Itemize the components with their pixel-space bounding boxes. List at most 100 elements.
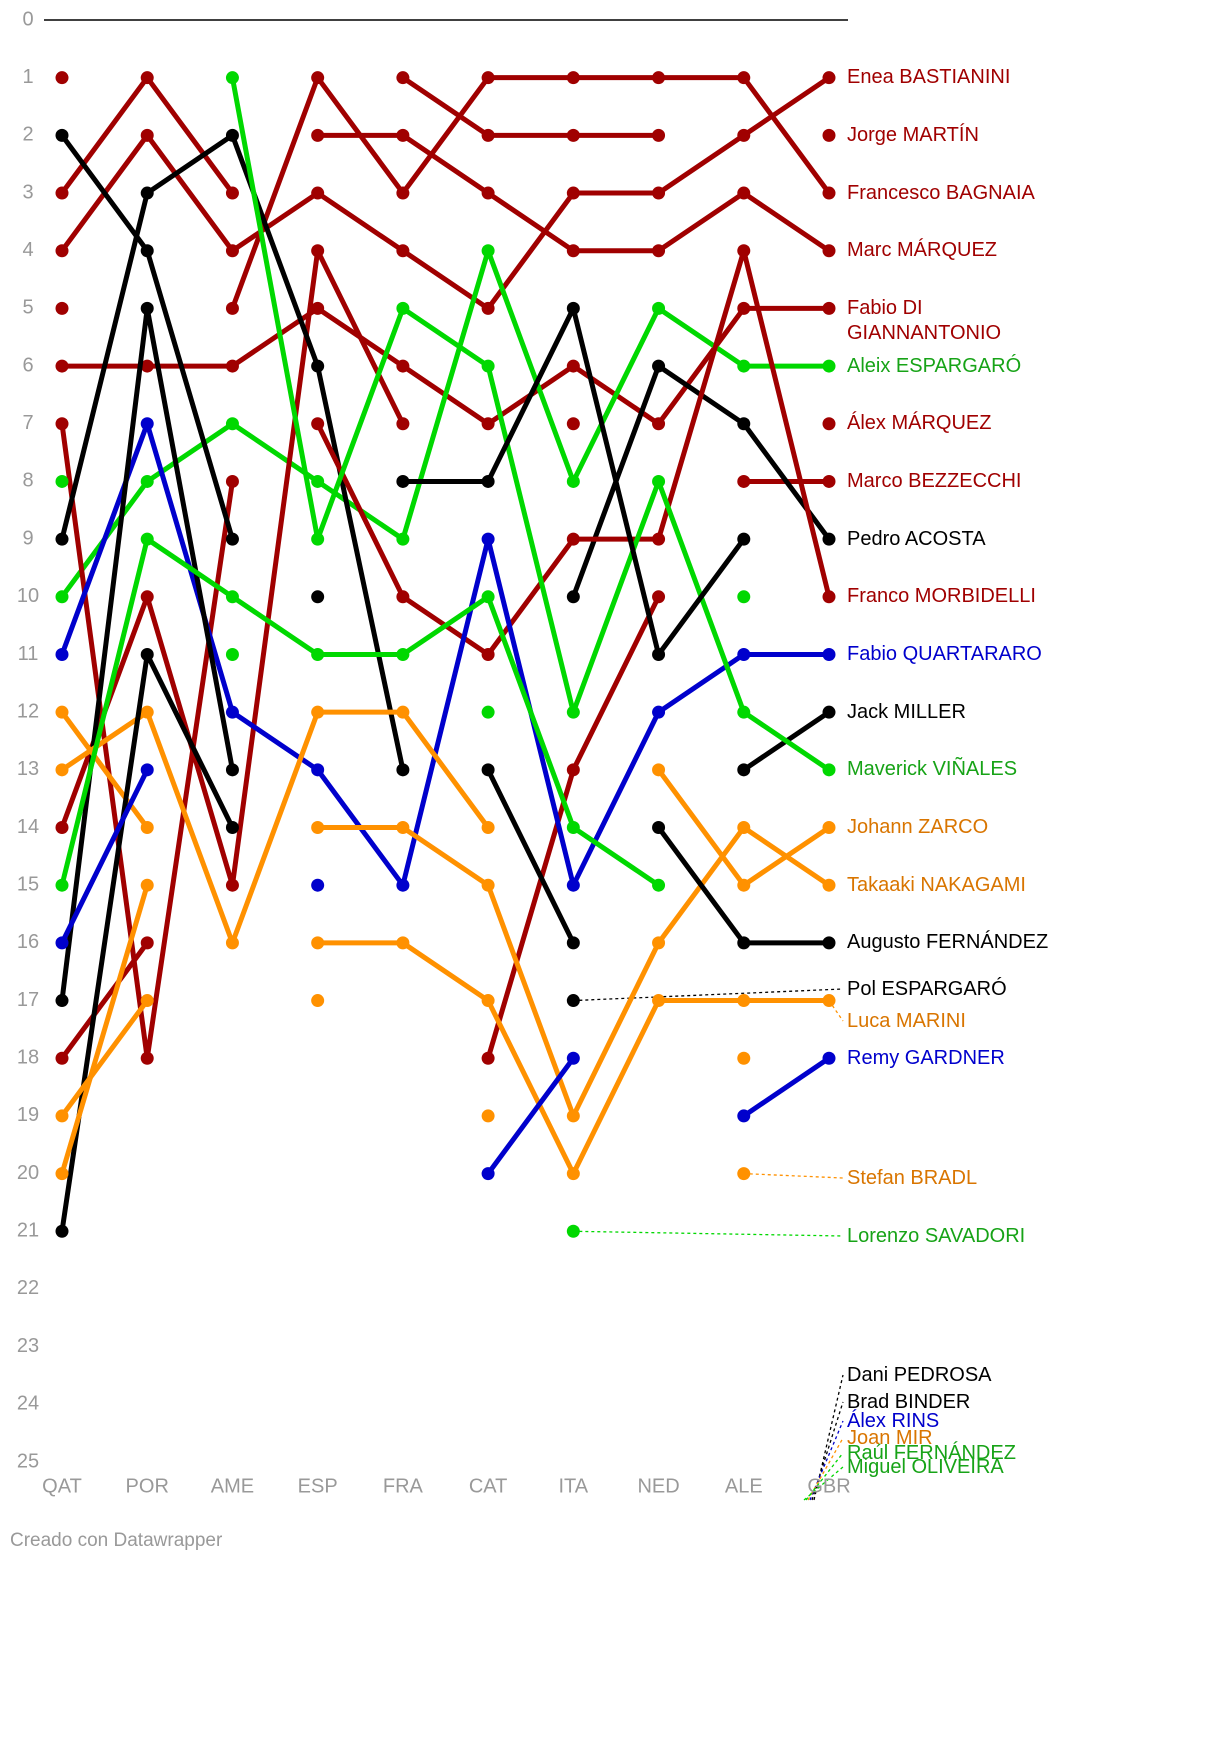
- point: [140, 821, 154, 835]
- point: [140, 128, 154, 142]
- point: [481, 474, 495, 488]
- point: [140, 705, 154, 719]
- point: [652, 936, 666, 950]
- point: [481, 301, 495, 315]
- point: [396, 71, 410, 85]
- point: [566, 763, 580, 777]
- point: [822, 71, 836, 85]
- y-tick-label: 22: [17, 1277, 39, 1299]
- point: [822, 128, 836, 142]
- point: [737, 936, 751, 950]
- point: [225, 186, 239, 200]
- point: [481, 244, 495, 258]
- point: [566, 71, 580, 85]
- point: [566, 128, 580, 142]
- point: [481, 128, 495, 142]
- series-line: [59, 305, 831, 1001]
- point: [140, 1051, 154, 1065]
- point: [822, 705, 836, 719]
- point: [311, 878, 325, 892]
- point: [311, 590, 325, 604]
- point: [652, 359, 666, 373]
- x-tick-label: POR: [126, 1475, 169, 1497]
- series-line: [60, 709, 831, 946]
- point: [311, 186, 325, 200]
- point: [652, 244, 666, 258]
- y-tick-label: 4: [22, 239, 33, 261]
- series-label: Remy GARDNER: [847, 1046, 1005, 1069]
- point: [396, 590, 410, 604]
- series-label: Pol ESPARGARÓ: [847, 977, 1007, 1000]
- point: [55, 994, 69, 1008]
- point: [55, 71, 69, 85]
- point: [55, 417, 69, 431]
- point: [396, 878, 410, 892]
- point: [225, 359, 239, 373]
- x-tick-label: ITA: [559, 1475, 589, 1497]
- point: [566, 936, 580, 950]
- y-tick-label: 15: [17, 873, 39, 895]
- series-label: Enea BASTIANINI: [847, 66, 1011, 89]
- point: [311, 763, 325, 777]
- point: [311, 532, 325, 546]
- point: [55, 705, 69, 719]
- point: [652, 532, 666, 546]
- y-tick-label: 16: [17, 931, 39, 953]
- series-label: Francesco BAGNAIA: [847, 181, 1035, 204]
- series-label: Lorenzo SAVADORI: [847, 1224, 1026, 1247]
- series-label: Fabio DI GIANNANTONIO: [847, 296, 1002, 344]
- point: [822, 763, 836, 777]
- point: [566, 994, 580, 1008]
- point: [311, 359, 325, 373]
- series-label: Jorge MARTÍN: [847, 123, 979, 146]
- point: [481, 763, 495, 777]
- point: [481, 994, 495, 1008]
- series-line: [230, 75, 832, 310]
- point: [822, 878, 836, 892]
- y-tick-label: 9: [22, 527, 33, 549]
- point: [822, 936, 836, 950]
- point: [225, 71, 239, 85]
- point: [225, 532, 239, 546]
- point: [396, 474, 410, 488]
- point: [396, 359, 410, 373]
- point: [55, 1109, 69, 1123]
- point: [225, 821, 239, 835]
- point: [225, 417, 239, 431]
- point: [311, 821, 325, 835]
- label-leader: [743, 1172, 844, 1179]
- point: [737, 71, 751, 85]
- y-tick-label: 18: [17, 1047, 39, 1069]
- point: [652, 128, 666, 142]
- series-label: Aleix ESPARGARÓ: [847, 354, 1022, 377]
- series-label: Pedro ACOSTA: [847, 527, 986, 550]
- point: [311, 936, 325, 950]
- point: [55, 359, 69, 373]
- point: [55, 1224, 69, 1238]
- point: [652, 590, 666, 604]
- series-label: Joan MIR: [847, 1426, 933, 1449]
- point: [737, 128, 751, 142]
- point: [396, 186, 410, 200]
- point: [55, 244, 69, 258]
- x-tick-label: ESP: [298, 1475, 338, 1497]
- series-label: Takaaki NAKAGAMI: [847, 873, 1026, 896]
- point: [140, 878, 154, 892]
- point: [140, 186, 154, 200]
- point: [737, 359, 751, 373]
- point: [652, 186, 666, 200]
- point: [566, 532, 580, 546]
- x-tick-label: FRA: [383, 1475, 424, 1497]
- point: [225, 244, 239, 258]
- label-leader: [805, 1452, 844, 1501]
- point: [822, 647, 836, 661]
- point: [225, 590, 239, 604]
- point: [481, 705, 495, 719]
- point: [140, 359, 154, 373]
- point: [737, 474, 751, 488]
- y-tick-label: 17: [17, 989, 39, 1011]
- point: [396, 301, 410, 315]
- point: [822, 186, 836, 200]
- y-tick-label: 2: [22, 124, 33, 146]
- x-tick-label: ALE: [725, 1475, 763, 1497]
